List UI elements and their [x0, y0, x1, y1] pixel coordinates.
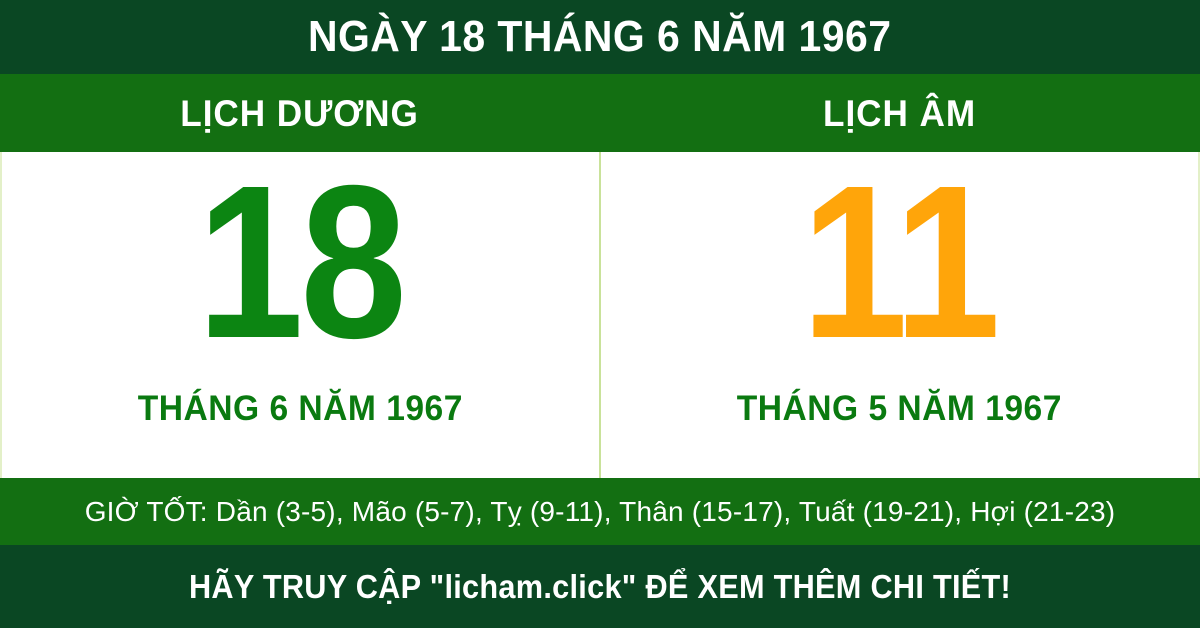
lunar-month-year: THÁNG 5 NĂM 1967 [736, 389, 1063, 429]
calendar-headings-bar: LỊCH DƯƠNG LỊCH ÂM [0, 74, 1200, 152]
solar-day-number: 18 [197, 141, 407, 384]
solar-calendar-heading: LỊCH DƯƠNG [180, 92, 420, 134]
good-hours-bar: GIỜ TỐT: Dần (3-5), Mão (5-7), Tỵ (9-11)… [0, 478, 1200, 545]
lunar-calendar-panel: 11 THÁNG 5 NĂM 1967 [601, 152, 1198, 478]
calendar-body: 18 THÁNG 6 NĂM 1967 11 THÁNG 5 NĂM 1967 [0, 152, 1200, 478]
solar-heading-cell: LỊCH DƯƠNG [0, 74, 600, 152]
footer-cta-text: HÃY TRUY CẬP "licham.click" ĐỂ XEM THÊM … [188, 568, 1012, 605]
solar-calendar-panel: 18 THÁNG 6 NĂM 1967 [2, 152, 601, 478]
lunar-heading-cell: LỊCH ÂM [600, 74, 1200, 152]
good-hours-text: GIỜ TỐT: Dần (3-5), Mão (5-7), Tỵ (9-11)… [84, 495, 1116, 527]
lunar-calendar-heading: LỊCH ÂM [823, 92, 977, 134]
footer-bar: HÃY TRUY CẬP "licham.click" ĐỂ XEM THÊM … [0, 545, 1200, 628]
lunar-day-number: 11 [801, 141, 1001, 384]
header-bar: NGÀY 18 THÁNG 6 NĂM 1967 [0, 0, 1200, 74]
solar-month-year: THÁNG 6 NĂM 1967 [137, 389, 464, 429]
page-title: NGÀY 18 THÁNG 6 NĂM 1967 [308, 12, 892, 61]
